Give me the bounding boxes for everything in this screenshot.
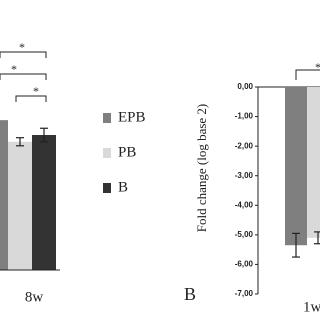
x-tick-label: 8w <box>25 289 44 305</box>
legend-label: PB <box>118 144 136 160</box>
y-tick-label: -2,00 <box>235 141 254 150</box>
bar <box>285 87 307 246</box>
y-tick-label: -4,00 <box>235 200 254 209</box>
y-tick-label: -7,00 <box>235 289 254 298</box>
significance-label: * <box>315 60 320 74</box>
y-tick-label: -3,00 <box>235 171 254 180</box>
bar <box>307 87 320 238</box>
legend-label: B <box>118 179 128 195</box>
legend-swatch <box>103 183 111 193</box>
significance-bracket <box>0 73 47 80</box>
significance-bracket <box>295 69 320 80</box>
legend-swatch <box>103 148 111 158</box>
significance-label: * <box>33 84 39 98</box>
x-tick-label: 1w <box>303 299 320 315</box>
significance-bracket <box>0 51 47 58</box>
y-tick-label: -5,00 <box>235 230 254 239</box>
significance-label: * <box>19 40 25 54</box>
y-tick-label: 0,00 <box>237 82 253 91</box>
y-axis-label: Fold change (log base 2) <box>194 104 209 233</box>
bar <box>8 141 32 270</box>
legend-swatch <box>103 113 111 123</box>
y-tick-label: -1,00 <box>235 112 254 121</box>
panel-label: B <box>184 284 196 304</box>
significance-bracket <box>15 95 47 102</box>
significance-label: * <box>11 62 17 76</box>
bar <box>0 120 8 271</box>
legend-label: EPB <box>118 109 146 125</box>
bar <box>32 135 56 270</box>
y-tick-label: -6,00 <box>235 260 254 269</box>
